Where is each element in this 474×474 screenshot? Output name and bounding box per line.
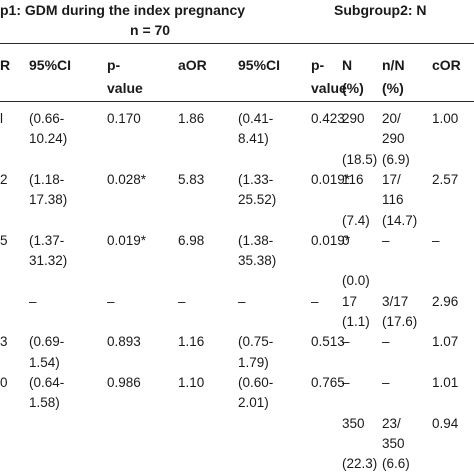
group1-sample-size: n = 70 (130, 22, 171, 38)
table-cell: 350 (342, 415, 365, 431)
table-cell: 3 (0, 334, 8, 350)
column-header: 95%CI (238, 57, 281, 73)
table-cell: – (342, 334, 350, 350)
column-header: p- (107, 57, 121, 73)
table-cell: 5.83 (178, 171, 205, 187)
table-cell: 20/ (382, 111, 401, 126)
table-cell: (0.69- (29, 334, 65, 350)
table-cell: 290 (342, 111, 365, 126)
column-header: N (342, 57, 353, 73)
table-cell: 1.86 (178, 111, 205, 126)
table-cell: 1.01 (432, 374, 459, 390)
table-cell: 10.24) (29, 131, 68, 147)
column-header: (%) (382, 80, 404, 96)
table-cell: – (382, 334, 390, 350)
column-header: 95%CI (29, 57, 72, 73)
column-header: aOR (178, 57, 207, 73)
table-cell: 0.94 (432, 415, 459, 431)
table-cell: (1.18- (29, 171, 65, 187)
table-cell: (7.4) (342, 212, 370, 228)
group2-title: Subgroup2: N (334, 2, 427, 18)
table-cell: 5 (0, 232, 8, 248)
table-cell: 31.32) (29, 253, 68, 269)
table-cell: 0.986 (107, 374, 141, 390)
table-cell: 116 (382, 192, 404, 208)
table-cell: 17/ (382, 171, 401, 187)
table-cell: (1.33- (238, 171, 274, 187)
column-header: p- (311, 57, 325, 73)
table-cell: (6.6) (382, 456, 410, 472)
table-cell: 0.170 (107, 111, 141, 126)
group1-title: p1: GDM during the index pregnancy (0, 2, 246, 18)
table-cell: – (432, 232, 440, 248)
table-cell: 0.765 (311, 374, 345, 390)
table-cell: (1.38- (238, 232, 274, 248)
table-cell: – (382, 374, 390, 390)
column-header: value (107, 80, 143, 96)
table-cell: 25.52) (238, 192, 277, 208)
table-cell: 2.01) (238, 395, 269, 411)
table-cell: 2 (0, 171, 8, 187)
table-cell: (14.7) (382, 212, 418, 228)
table-cell: (0.0) (342, 273, 370, 289)
table-cell: – (178, 293, 186, 309)
table-cell: 1.58) (29, 395, 60, 411)
table-cell: 1.79) (238, 354, 269, 370)
table-cell: – (29, 293, 37, 309)
table-cell: 35.38) (238, 253, 277, 269)
table-cell: l (0, 111, 3, 126)
table-cell: 0.028* (107, 171, 147, 187)
table-cell: (0.75- (238, 334, 274, 350)
table-cell: (0.66- (29, 111, 65, 126)
table-cell: – (382, 232, 390, 248)
table-cell: 17 (342, 293, 358, 309)
table-cell: 1.00 (432, 111, 459, 126)
table-cell: 17.38) (29, 192, 68, 208)
table-cell: (17.6) (382, 314, 418, 329)
table-cell: – (311, 293, 319, 309)
table-cell: 1.10 (178, 374, 205, 390)
table-cell: 116 (342, 171, 364, 187)
table-cell: 2.96 (432, 293, 459, 309)
table-cell: 1.54) (29, 354, 60, 370)
table-cell: 0.423 (311, 111, 345, 126)
column-header: value (311, 80, 347, 96)
table-cell: 0.019* (311, 232, 351, 248)
table-cell: – (238, 293, 246, 309)
table-cell: (1.37- (29, 232, 65, 248)
table-cell: 23/ (382, 415, 401, 431)
column-header: n/N (382, 57, 405, 73)
table-cell: 1.07 (432, 334, 459, 350)
column-header: cOR (432, 57, 461, 73)
table-cell: (18.5) (342, 151, 378, 167)
table-cell: – (342, 374, 350, 390)
table-cell: (22.3) (342, 456, 378, 472)
table-cell: (1.1) (342, 314, 370, 329)
table-cell: 290 (382, 131, 405, 147)
header-rule-bottom (0, 101, 474, 102)
table-cell: – (107, 293, 115, 309)
table-cell: 8.41) (238, 131, 269, 147)
column-header: R (0, 57, 11, 73)
table-cell: 0.019* (311, 171, 351, 187)
table-cell: 3/17 (382, 293, 409, 309)
table-cell: 0.019* (107, 232, 147, 248)
table-cell: 6.98 (178, 232, 205, 248)
table-cell: (0.64- (29, 374, 65, 390)
table-cell: 2.57 (432, 171, 459, 187)
table-cell: (0.60- (238, 374, 274, 390)
header-rule-top (0, 43, 474, 44)
table-cell: 0 (342, 232, 350, 248)
table-cell: 0.513 (311, 334, 345, 350)
column-header: (%) (342, 80, 364, 96)
table-cell: (6.9) (382, 151, 410, 167)
table-cell: 0.893 (107, 334, 141, 350)
table-cell: 0 (0, 374, 8, 390)
table-cell: 1.16 (178, 334, 205, 350)
table-cell: (0.41- (238, 111, 274, 126)
table-cell: 350 (382, 435, 405, 451)
